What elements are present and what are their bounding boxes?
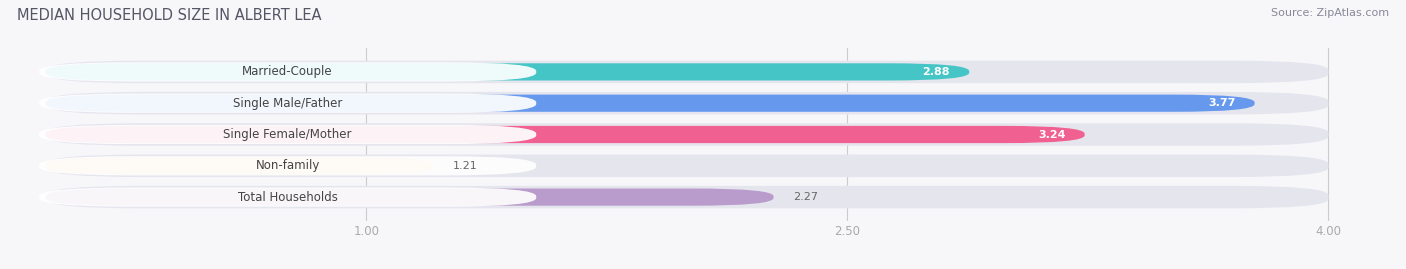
FancyBboxPatch shape: [39, 94, 536, 113]
FancyBboxPatch shape: [45, 126, 1084, 143]
FancyBboxPatch shape: [45, 123, 1329, 146]
FancyBboxPatch shape: [45, 61, 1329, 83]
Text: 3.77: 3.77: [1208, 98, 1236, 108]
Text: Single Female/Mother: Single Female/Mother: [224, 128, 352, 141]
FancyBboxPatch shape: [45, 95, 1254, 112]
FancyBboxPatch shape: [45, 186, 1329, 208]
FancyBboxPatch shape: [39, 187, 536, 207]
Text: Source: ZipAtlas.com: Source: ZipAtlas.com: [1271, 8, 1389, 18]
Text: 2.88: 2.88: [922, 67, 950, 77]
Text: 1.21: 1.21: [453, 161, 478, 171]
FancyBboxPatch shape: [45, 63, 969, 80]
FancyBboxPatch shape: [39, 125, 536, 144]
Text: 2.27: 2.27: [793, 192, 818, 202]
Text: Married-Couple: Married-Couple: [242, 65, 333, 78]
FancyBboxPatch shape: [39, 156, 536, 175]
Text: 3.24: 3.24: [1038, 129, 1066, 140]
Text: Single Male/Father: Single Male/Father: [233, 97, 342, 110]
Text: MEDIAN HOUSEHOLD SIZE IN ALBERT LEA: MEDIAN HOUSEHOLD SIZE IN ALBERT LEA: [17, 8, 322, 23]
FancyBboxPatch shape: [45, 189, 773, 206]
Text: Total Households: Total Households: [238, 191, 337, 204]
FancyBboxPatch shape: [45, 92, 1329, 115]
FancyBboxPatch shape: [39, 62, 536, 82]
Text: Non-family: Non-family: [256, 159, 319, 172]
FancyBboxPatch shape: [45, 157, 433, 174]
FancyBboxPatch shape: [45, 154, 1329, 177]
